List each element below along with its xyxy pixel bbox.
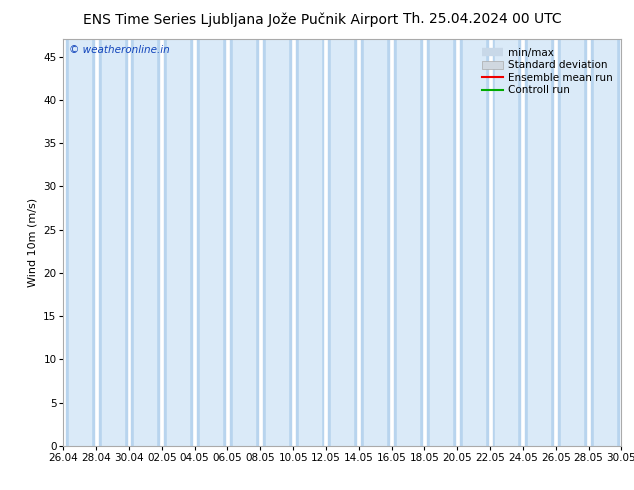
Bar	[69, 39, 91, 446]
Bar	[493, 39, 521, 446]
Bar	[295, 39, 323, 446]
Bar	[361, 39, 389, 446]
Bar	[528, 39, 550, 446]
Text: © weatheronline.in: © weatheronline.in	[69, 45, 170, 55]
Bar	[364, 39, 386, 446]
Text: Th. 25.04.2024 00 UTC: Th. 25.04.2024 00 UTC	[403, 12, 561, 26]
Bar	[332, 39, 353, 446]
Y-axis label: Wind 10m (m/s): Wind 10m (m/s)	[28, 198, 37, 287]
Bar	[167, 39, 190, 446]
Bar	[495, 39, 517, 446]
Bar	[99, 39, 127, 446]
Bar	[430, 39, 452, 446]
Bar	[101, 39, 124, 446]
Bar	[397, 39, 419, 446]
Bar	[131, 39, 159, 446]
Bar	[526, 39, 553, 446]
Bar	[561, 39, 583, 446]
Bar	[299, 39, 321, 446]
Bar	[164, 39, 192, 446]
Bar	[460, 39, 488, 446]
Bar	[328, 39, 356, 446]
Bar	[266, 39, 288, 446]
Bar	[197, 39, 225, 446]
Bar	[394, 39, 422, 446]
Bar	[66, 39, 94, 446]
Bar	[262, 39, 290, 446]
Bar	[558, 39, 586, 446]
Bar	[427, 39, 455, 446]
Bar	[591, 39, 619, 446]
Bar	[463, 39, 484, 446]
Bar	[134, 39, 157, 446]
Legend: min/max, Standard deviation, Ensemble mean run, Controll run: min/max, Standard deviation, Ensemble me…	[479, 45, 616, 98]
Bar	[233, 39, 255, 446]
Text: ENS Time Series Ljubljana Jože Pučnik Airport: ENS Time Series Ljubljana Jože Pučnik Ai…	[83, 12, 399, 27]
Bar	[594, 39, 616, 446]
Bar	[230, 39, 258, 446]
Bar	[200, 39, 222, 446]
